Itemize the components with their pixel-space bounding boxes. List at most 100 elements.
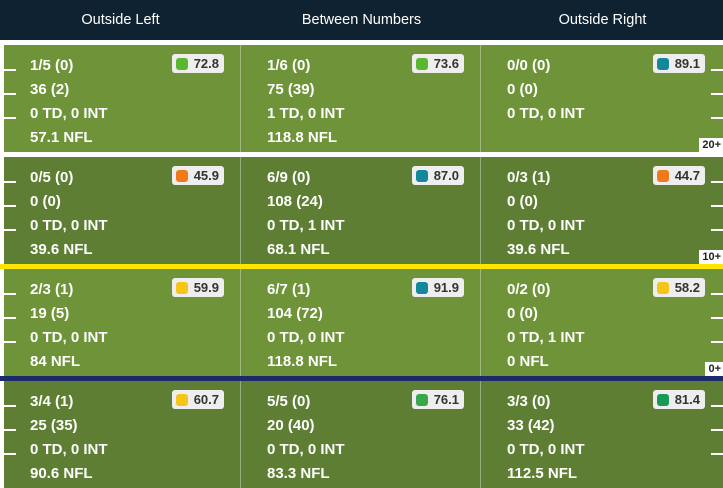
grade-color-icon xyxy=(175,281,188,294)
nfl-rating-line: 118.8 NFL xyxy=(267,353,338,370)
yards-line: 0 (0) xyxy=(507,305,538,322)
grade-badge: 44.7 xyxy=(652,166,705,185)
hash-mark xyxy=(4,69,16,71)
hash-mark xyxy=(4,341,16,343)
zone-cell[interactable]: 1/5 (0) 36 (2) 0 TD, 0 INT 57.1 NFL 72.8 xyxy=(4,45,240,152)
grade-badge: 73.6 xyxy=(411,54,464,73)
grade-value: 73.6 xyxy=(433,56,459,71)
yards-line: 20 (40) xyxy=(267,417,315,434)
passing-zone-field: 1/5 (0) 36 (2) 0 TD, 0 INT 57.1 NFL 72.8 1/6 … xyxy=(0,40,723,488)
td-int-line: 0 TD, 1 INT xyxy=(267,217,345,234)
hash-mark xyxy=(711,93,723,95)
td-int-line: 0 TD, 1 INT xyxy=(507,329,585,346)
grade-badge: 60.7 xyxy=(171,390,224,409)
nfl-rating-line: 90.6 NFL xyxy=(30,465,93,482)
zone-cell[interactable]: 0/0 (0) 0 (0) 0 TD, 0 INT 89.1 xyxy=(480,45,723,152)
hash-mark xyxy=(711,181,723,183)
td-int-line: 0 TD, 0 INT xyxy=(507,217,585,234)
grade-value: 45.9 xyxy=(193,168,219,183)
completions-line: 1/5 (0) xyxy=(30,57,74,74)
zone-cell[interactable]: 0/3 (1) 0 (0) 0 TD, 0 INT 39.6 NFL 44.7 xyxy=(480,157,723,264)
yards-line: 36 (2) xyxy=(30,81,70,98)
grade-value: 76.1 xyxy=(433,392,459,407)
hash-mark xyxy=(711,453,723,455)
grade-color-icon xyxy=(656,169,669,182)
zone-cell[interactable]: 0/2 (0) 0 (0) 0 TD, 1 INT 0 NFL 58.2 xyxy=(480,269,723,376)
td-int-line: 0 TD, 0 INT xyxy=(30,329,108,346)
zone-cell[interactable]: 5/5 (0) 20 (40) 0 TD, 0 INT 83.3 NFL 76.1 xyxy=(240,381,480,488)
yards-line: 0 (0) xyxy=(30,193,61,210)
hash-mark xyxy=(4,453,16,455)
hash-mark xyxy=(711,341,723,343)
hash-mark xyxy=(711,117,723,119)
yards-line: 75 (39) xyxy=(267,81,315,98)
completions-line: 0/3 (1) xyxy=(507,169,551,186)
nfl-rating-line: 57.1 NFL xyxy=(30,129,93,146)
grade-value: 87.0 xyxy=(433,168,459,183)
grade-badge: 76.1 xyxy=(411,390,464,409)
grade-value: 58.2 xyxy=(674,280,700,295)
grade-color-icon xyxy=(415,281,428,294)
completions-line: 6/7 (1) xyxy=(267,281,311,298)
grade-badge: 81.4 xyxy=(652,390,705,409)
grade-badge: 59.9 xyxy=(171,278,224,297)
hash-mark xyxy=(711,229,723,231)
hash-mark xyxy=(4,93,16,95)
grade-color-icon xyxy=(656,281,669,294)
ten-yard-line xyxy=(0,264,723,269)
td-int-line: 0 TD, 0 INT xyxy=(507,105,585,122)
column-header-outside-left: Outside Left xyxy=(81,12,160,28)
grade-color-icon xyxy=(175,57,188,70)
completions-line: 0/5 (0) xyxy=(30,169,74,186)
hash-mark xyxy=(711,405,723,407)
yard-marker-label: 10+ xyxy=(699,250,723,264)
zone-cell[interactable]: 2/3 (1) 19 (5) 0 TD, 0 INT 84 NFL 59.9 xyxy=(4,269,240,376)
line-of-scrimmage xyxy=(0,376,723,381)
grade-value: 81.4 xyxy=(674,392,700,407)
yard-marker-label: 20+ xyxy=(699,138,723,152)
grade-badge: 72.8 xyxy=(171,54,224,73)
grade-badge: 58.2 xyxy=(652,278,705,297)
nfl-rating-line: 84 NFL xyxy=(30,353,81,370)
grade-badge: 91.9 xyxy=(411,278,464,297)
hash-mark xyxy=(4,117,16,119)
nfl-rating-line: 39.6 NFL xyxy=(507,241,570,258)
grade-badge: 87.0 xyxy=(411,166,464,185)
completions-line: 1/6 (0) xyxy=(267,57,311,74)
td-int-line: 1 TD, 0 INT xyxy=(267,105,345,122)
nfl-rating-line: 118.8 NFL xyxy=(267,129,338,146)
td-int-line: 0 TD, 0 INT xyxy=(267,441,345,458)
yards-line: 0 (0) xyxy=(507,81,538,98)
hash-mark xyxy=(4,229,16,231)
completions-line: 3/4 (1) xyxy=(30,393,74,410)
yards-line: 25 (35) xyxy=(30,417,78,434)
grade-value: 59.9 xyxy=(193,280,219,295)
grade-color-icon xyxy=(175,393,188,406)
zone-cell[interactable]: 6/7 (1) 104 (72) 0 TD, 0 INT 118.8 NFL 91.9 xyxy=(240,269,480,376)
yards-line: 108 (24) xyxy=(267,193,323,210)
grade-color-icon xyxy=(656,57,669,70)
td-int-line: 0 TD, 0 INT xyxy=(267,329,345,346)
column-header-outside-right: Outside Right xyxy=(558,12,647,28)
zone-cell[interactable]: 3/4 (1) 25 (35) 0 TD, 0 INT 90.6 NFL 60.7 xyxy=(4,381,240,488)
completions-line: 0/0 (0) xyxy=(507,57,551,74)
td-int-line: 0 TD, 0 INT xyxy=(30,217,108,234)
zone-band: 1/5 (0) 36 (2) 0 TD, 0 INT 57.1 NFL 72.8 1/6 … xyxy=(4,45,723,152)
nfl-rating-line: 83.3 NFL xyxy=(267,465,330,482)
zone-cell[interactable]: 1/6 (0) 75 (39) 1 TD, 0 INT 118.8 NFL 73.6 xyxy=(240,45,480,152)
zone-band: 3/4 (1) 25 (35) 0 TD, 0 INT 90.6 NFL 60.7 5/5… xyxy=(4,381,723,488)
zone-cell[interactable]: 0/5 (0) 0 (0) 0 TD, 0 INT 39.6 NFL 45.9 xyxy=(4,157,240,264)
grade-value: 44.7 xyxy=(674,168,700,183)
yards-line: 33 (42) xyxy=(507,417,555,434)
completions-line: 5/5 (0) xyxy=(267,393,311,410)
nfl-rating-line: 0 NFL xyxy=(507,353,549,370)
completions-line: 3/3 (0) xyxy=(507,393,551,410)
grade-badge: 45.9 xyxy=(171,166,224,185)
hash-mark xyxy=(4,205,16,207)
yards-line: 104 (72) xyxy=(267,305,323,322)
grade-value: 72.8 xyxy=(193,56,219,71)
zone-cell[interactable]: 6/9 (0) 108 (24) 0 TD, 1 INT 68.1 NFL 87.0 xyxy=(240,157,480,264)
zone-cell[interactable]: 3/3 (0) 33 (42) 0 TD, 0 INT 112.5 NFL 81.4 xyxy=(480,381,723,488)
grade-color-icon xyxy=(415,57,428,70)
nfl-rating-line: 68.1 NFL xyxy=(267,241,330,258)
